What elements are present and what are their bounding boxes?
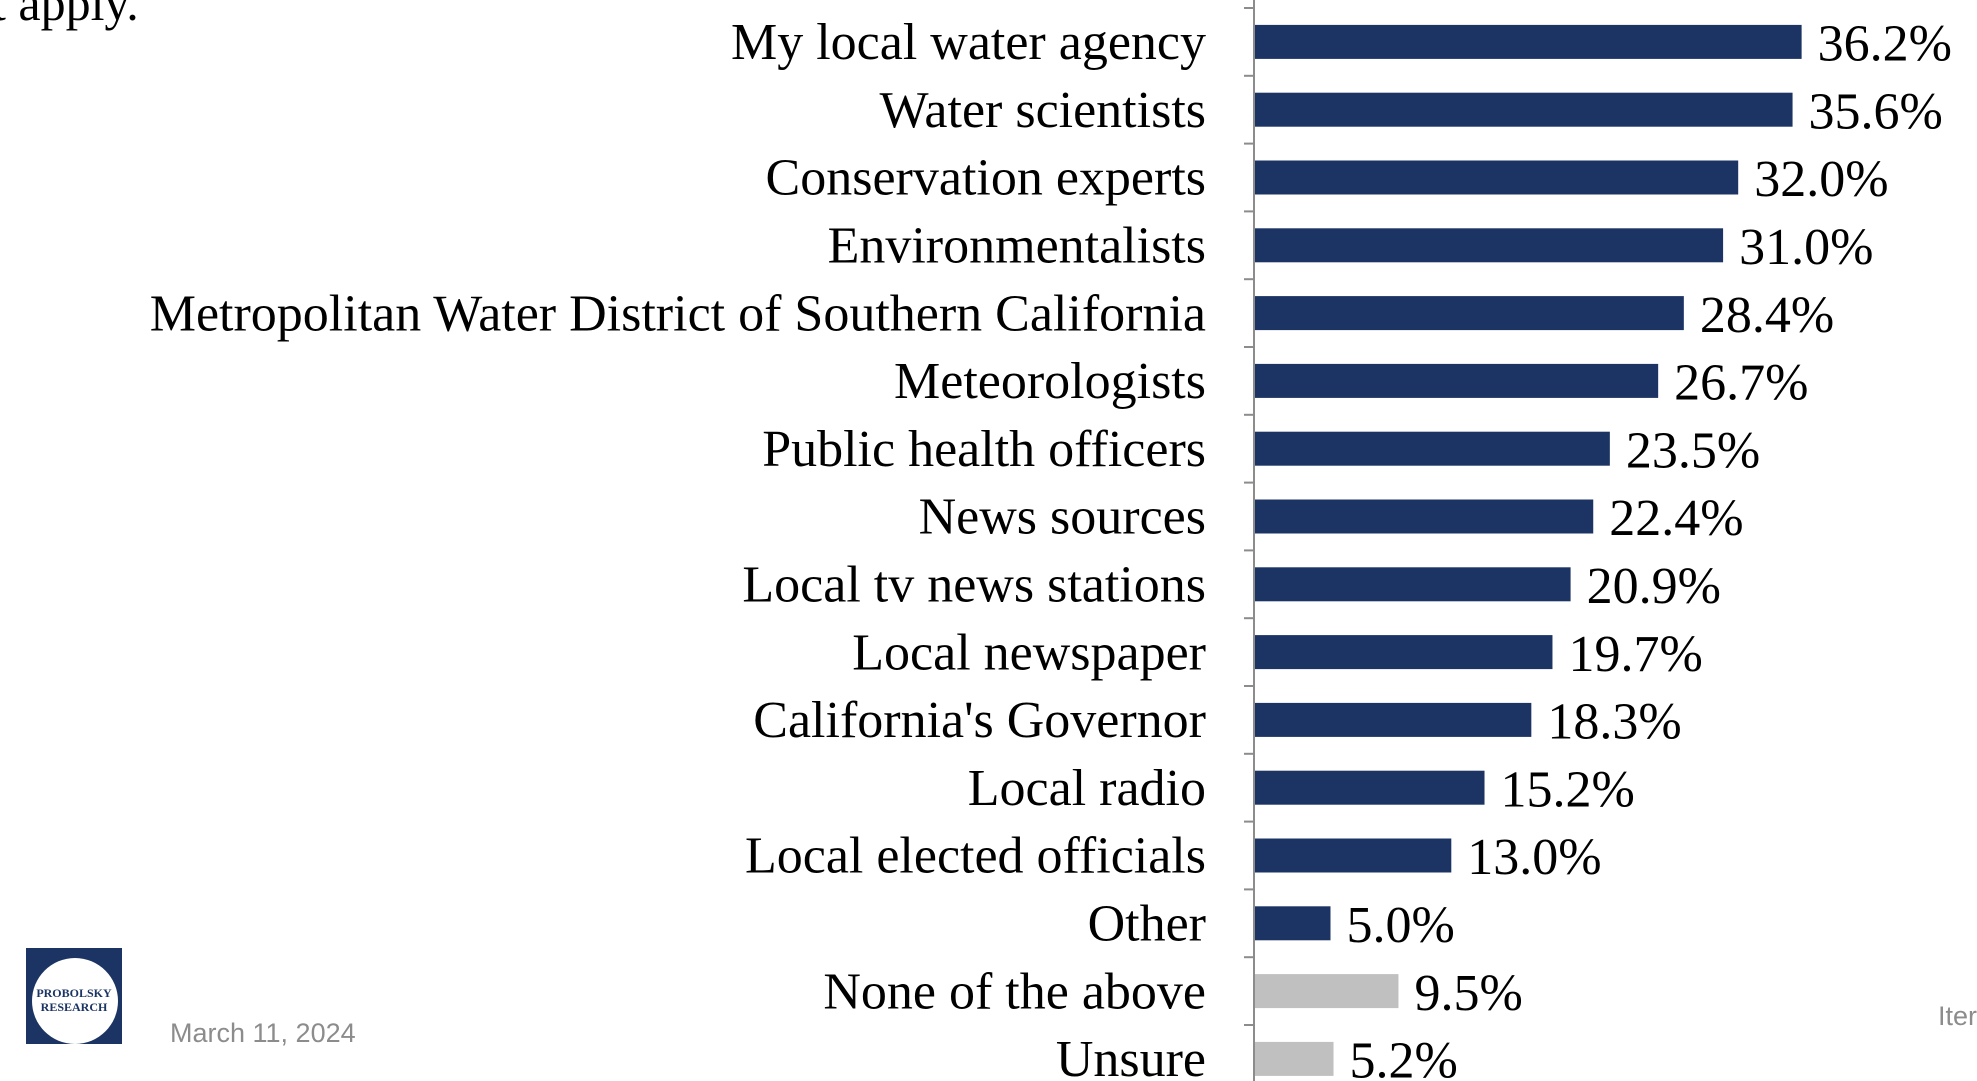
logo-text-line2: RESEARCH [40,1000,108,1014]
bar [1255,228,1724,263]
logo-circle [32,958,118,1044]
bar [1255,24,1802,59]
data-label: 31.0% [1739,219,1873,276]
bar [1255,92,1793,127]
logo-text-line1: PROBOLSKY [36,986,112,1000]
bar [1255,567,1571,602]
category-label: Other [1088,895,1206,952]
data-label: 19.7% [1568,626,1702,683]
category-label: Environmentalists [828,217,1206,274]
category-label: Conservation experts [766,150,1206,207]
data-label: 32.0% [1754,151,1888,208]
category-label: Metropolitan Water District of Southern … [150,285,1206,342]
value-labels: 36.2% 35.6% 32.0% 31.0% 28.4% 26.7% 23.5% 22.4%… [1347,16,1952,1081]
chart-bars [1255,24,1802,1076]
bar [1255,431,1610,466]
category-label: News sources [919,489,1206,546]
category-label: Local radio [968,760,1206,817]
bar [1255,499,1594,534]
data-label: 9.5% [1414,965,1522,1022]
data-label: 5.0% [1347,897,1455,954]
bar [1255,296,1684,331]
bar [1255,1041,1334,1076]
category-label: Water scientists [880,82,1207,139]
category-label: Local newspaper [852,624,1206,681]
category-label: Unsure [1056,1031,1206,1081]
category-labels: My local water agency Water scientists Con… [150,14,1206,1081]
bar [1255,838,1452,873]
data-label: 22.4% [1609,490,1743,547]
data-label: 5.2% [1350,1033,1458,1081]
category-label: My local water agency [731,14,1206,71]
probolsky-research-logo: PROBOLSKY RESEARCH [26,948,122,1044]
data-label: 35.6% [1809,83,1943,140]
data-label: 26.7% [1674,355,1808,412]
data-label: 15.2% [1501,761,1635,818]
category-label: Meteorologists [894,353,1206,410]
bar [1255,906,1331,941]
category-label: Local elected officials [745,828,1206,885]
data-label: 20.9% [1587,558,1721,615]
category-label: Local tv news stations [742,556,1206,613]
footer-right-text: Iter [1938,1001,1977,1031]
bar [1255,160,1739,195]
data-label: 23.5% [1626,422,1760,479]
bar [1255,974,1399,1009]
question-text-fragment: t apply. [0,0,139,31]
chart-axis [1244,0,1255,1081]
category-label: California's Governor [753,692,1206,749]
bar [1255,770,1485,805]
bar [1255,363,1659,398]
bar [1255,702,1532,737]
footer-date: March 11, 2024 [170,1018,356,1048]
category-label: None of the above [823,963,1206,1020]
data-label: 13.0% [1467,829,1601,886]
data-label: 28.4% [1700,287,1834,344]
data-label: 36.2% [1818,16,1952,73]
data-label: 18.3% [1547,694,1681,751]
category-label: Public health officers [762,421,1206,478]
bar [1255,635,1553,670]
